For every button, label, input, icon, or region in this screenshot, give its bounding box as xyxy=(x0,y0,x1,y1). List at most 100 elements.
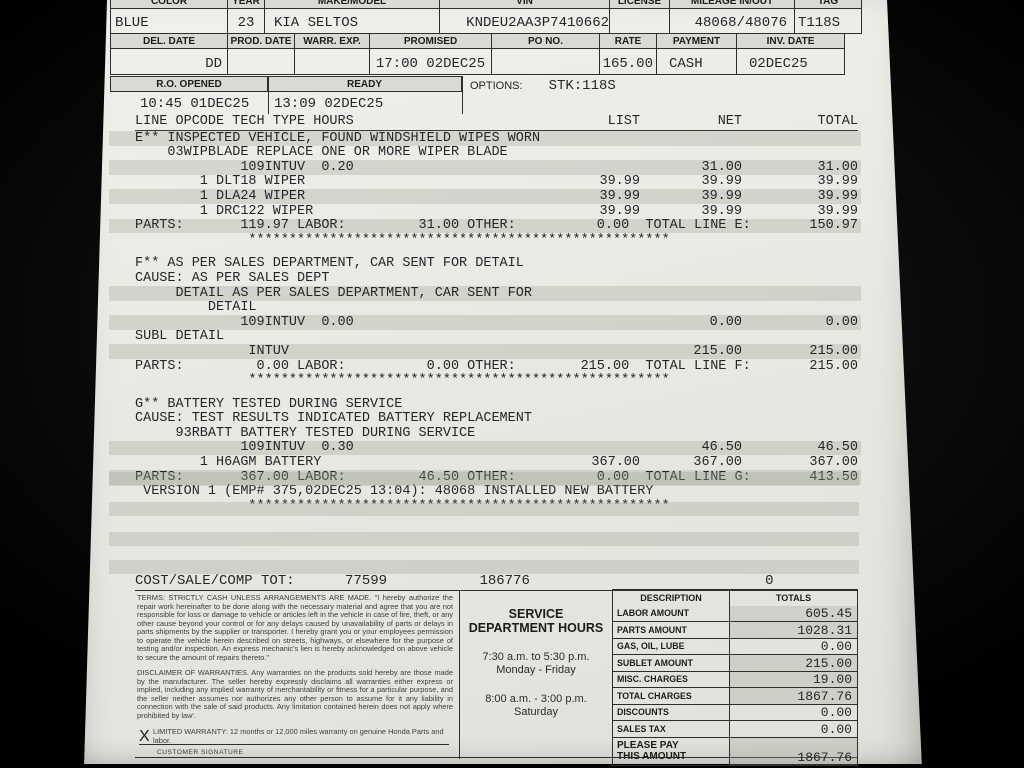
label-tag: TAG xyxy=(795,0,862,9)
warranty-text: LIMITED WARRANTY: 12 months or 12,000 mi… xyxy=(153,727,444,745)
line-text: 1 DLT18 WIPER xyxy=(135,174,306,190)
totals-row-label: TOTAL CHARGES xyxy=(613,688,730,704)
totals-row-value: 215.00 xyxy=(730,655,857,671)
line-text: G** BATTERY TESTED DURING SERVICE xyxy=(135,396,403,412)
label-po-no: PO NO. xyxy=(492,33,600,49)
rate-value: 165.00 xyxy=(600,49,657,74)
line-amount: 39.99 xyxy=(599,174,640,190)
totals-row: PARTS AMOUNT 1028.31 xyxy=(613,621,857,638)
label-payment: PAYMENT xyxy=(657,33,737,49)
totals-row-value: 1867.76 xyxy=(730,688,857,704)
totals-row: MISC. CHARGES 19.00 xyxy=(613,670,857,687)
line-text: 109INTUV 0.00 xyxy=(135,314,354,330)
invoice-line: PARTS: 119.97 LABOR: 31.00 OTHER: 0.00 T… xyxy=(109,218,861,234)
line-text: PARTS: 119.97 LABOR: 31.00 OTHER: 0.00 T… xyxy=(135,218,751,234)
dates-header-labels: DEL. DATE PROD. DATE WARR. EXP. PROMISED… xyxy=(110,33,845,49)
line-text: VERSION 1 (EMP# 375,02DEC25 13:04): 4806… xyxy=(135,484,654,500)
totals-row-value: 19.00 xyxy=(730,671,857,687)
vehicle-header-labels: COLOR YEAR MAKE/MODEL VIN LICENSE MILEAG… xyxy=(110,0,862,9)
col-total: TOTAL xyxy=(817,114,858,129)
line-text: ****************************************… xyxy=(135,232,670,248)
totals-row-value: 1028.31 xyxy=(730,622,857,638)
ready-value: 13:09 02DEC25 xyxy=(274,96,384,112)
invoice-line: INTUV 215.00 215.00 xyxy=(109,343,861,359)
line-text: CAUSE: TEST RESULTS INDICATED BATTERY RE… xyxy=(135,411,532,427)
terms-cell: TERMS: STRICTLY CASH UNLESS ARRANGEMENTS… xyxy=(135,591,460,759)
totals-row-label: GAS, OIL, LUBE xyxy=(613,638,730,654)
prod-date-value xyxy=(228,49,295,74)
invoice-line: PARTS: 367.00 LABOR: 46.50 OTHER: 0.00 T… xyxy=(109,469,861,485)
weekday-hours: 7:30 a.m. to 5:30 p.m. xyxy=(482,651,590,663)
customer-signature-caption: CUSTOMER SIGNATURE xyxy=(157,749,244,756)
make-model-value: KIA SELTOS xyxy=(265,9,440,33)
line-amount: 31.00 xyxy=(817,159,858,175)
disclaimer-text: DISCLAIMER OF WARRANTIES. Any warranties… xyxy=(137,668,453,720)
line-amount: 413.50 xyxy=(809,469,858,485)
line-text: ****************************************… xyxy=(135,373,670,389)
totals-row: TOTAL CHARGES 1867.76 xyxy=(613,687,857,704)
line-text: 03WIPBLADE REPLACE ONE OR MORE WIPER BLA… xyxy=(135,145,508,161)
year-value: 23 xyxy=(228,9,265,33)
label-ro-opened: R.O. OPENED xyxy=(110,76,268,92)
line-amount: 367.00 xyxy=(809,455,858,471)
ro-header-labels: R.O. OPENED READY xyxy=(110,76,462,92)
line-amount: 0.00 xyxy=(709,314,742,330)
invoice-line: CAUSE: AS PER SALES DEPT xyxy=(135,271,858,286)
invoice-line: DETAIL xyxy=(135,300,858,316)
totals-row-label: MISC. CHARGES xyxy=(613,671,730,687)
promised-value: 17:00 02DEC25 xyxy=(370,49,492,74)
terms-text: TERMS: STRICTLY CASH UNLESS ARRANGEMENTS… xyxy=(137,593,453,662)
totals-row-label: LABOR AMOUNT xyxy=(613,605,730,621)
invoice-line: 1 DRC122 WIPER 39.99 39.99 39.99 xyxy=(135,204,858,219)
totals-row-value: 605.45 xyxy=(730,605,857,621)
options-value: STK:118S xyxy=(548,78,616,94)
vehicle-header-values: BLUE 23 KIA SELTOS KNDEU2AA3P7410662 480… xyxy=(110,9,862,34)
line-text: 93RBATT BATTERY TESTED DURING SERVICE xyxy=(135,425,476,441)
invoice-line: 93RBATT BATTERY TESTED DURING SERVICE xyxy=(135,426,858,441)
label-make-model: MAKE/MODEL xyxy=(265,0,440,9)
label-license: LICENSE xyxy=(610,0,670,9)
invoice-line: ****************************************… xyxy=(135,233,858,248)
ro-opened-value: 10:45 01DEC25 xyxy=(140,96,250,112)
line-text: 109INTUV 0.20 xyxy=(135,159,354,175)
please-pay-value: 1867.76 xyxy=(730,737,857,765)
please-pay-line1: PLEASE PAY xyxy=(617,739,679,751)
service-hours-cell: SERVICE DEPARTMENT HOURS 7:30 a.m. to 5:… xyxy=(460,591,612,759)
line-text: DETAIL xyxy=(135,300,257,316)
inv-date-value: 02DEC25 xyxy=(737,49,845,74)
col-net: NET xyxy=(717,114,742,129)
label-vin: VIN xyxy=(440,0,610,9)
line-amount: 215.00 xyxy=(809,343,858,359)
service-hours-title-1: SERVICE xyxy=(508,607,564,621)
line-text: SUBL DETAIL xyxy=(135,329,225,345)
label-inv-date: INV. DATE xyxy=(737,33,845,49)
line-text: 1 DLA24 WIPER xyxy=(135,188,306,204)
line-amount: 0.00 xyxy=(825,314,858,330)
totals-row-value: 0.00 xyxy=(820,705,852,720)
greenbar-stripe xyxy=(109,502,859,516)
line-text: F** AS PER SALES DEPARTMENT, CAR SENT FO… xyxy=(135,256,524,272)
line-text: ****************************************… xyxy=(135,498,670,514)
line-amount: 31.00 xyxy=(701,159,742,175)
totals-row-label: SALES TAX xyxy=(613,721,730,737)
invoice-line: CAUSE: TEST RESULTS INDICATED BATTERY RE… xyxy=(135,411,858,427)
ro-divider-2 xyxy=(462,76,463,114)
totals-row: LABOR AMOUNT 605.45 xyxy=(613,605,857,621)
saturday-day: Saturday xyxy=(513,706,559,718)
line-text: CAUSE: AS PER SALES DEPT xyxy=(135,270,330,286)
invoice-line: VERSION 1 (EMP# 375,02DEC25 13:04): 4806… xyxy=(135,484,858,500)
paper-surface xyxy=(84,0,922,764)
ro-divider-1 xyxy=(268,76,269,114)
line-columns-header: LINE OPCODE TECH TYPE HOURS LIST NET TOT… xyxy=(135,114,858,131)
invoice-line: F** AS PER SALES DEPARTMENT, CAR SENT FO… xyxy=(135,256,858,272)
customer-signature-line: X xyxy=(139,729,449,745)
invoice-line: SUBL DETAIL xyxy=(135,329,858,345)
line-text: INTUV xyxy=(135,343,289,359)
totals-rows: LABOR AMOUNT 605.45 PARTS AMOUNT 1028.31 GAS… xyxy=(613,605,857,737)
totals-row-value: 0.00 xyxy=(820,721,852,737)
label-prod-date: PROD. DATE xyxy=(228,33,295,49)
label-promised: PROMISED xyxy=(370,33,492,49)
line-text: PARTS: 367.00 LABOR: 46.50 OTHER: 0.00 T… xyxy=(135,469,751,485)
invoice-line: DETAIL AS PER SALES DEPARTMENT, CAR SENT… xyxy=(109,286,861,301)
